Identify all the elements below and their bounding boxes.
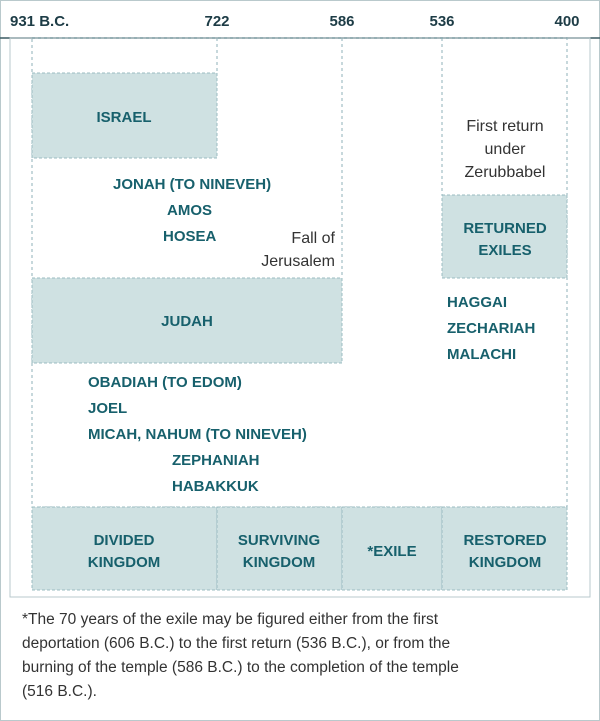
period-label: *EXILE — [367, 543, 416, 560]
prophet: ZECHARIAH — [447, 320, 535, 337]
period-box — [341, 506, 443, 591]
prophet: ZEPHANIAH — [172, 452, 260, 469]
year: 931 B.C. — [10, 13, 69, 30]
period-label: DIVIDED — [94, 532, 155, 549]
kingdom-label: RETURNED — [463, 220, 547, 237]
prophet: HABAKKUK — [172, 478, 259, 495]
year: 722 — [204, 13, 229, 30]
prophet: JONAH (TO NINEVEH) — [113, 176, 271, 193]
note: under — [485, 141, 527, 158]
prophet: HOSEA — [163, 228, 217, 245]
note: Zerubbabel — [465, 164, 546, 181]
footnote: deportation (606 B.C.) to the first retu… — [22, 635, 450, 652]
prophet: MALACHI — [447, 346, 516, 363]
year: 536 — [429, 13, 454, 30]
returned-exiles-box — [441, 194, 568, 279]
period-label: KINGDOM — [243, 554, 316, 571]
note: First return — [466, 118, 543, 135]
kingdom-label: JUDAH — [161, 313, 213, 330]
chart-area — [9, 37, 591, 598]
note: Fall of — [291, 230, 335, 247]
year: 586 — [329, 13, 354, 30]
prophet: HAGGAI — [447, 294, 507, 311]
footnote: burning of the temple (586 B.C.) to the … — [22, 659, 459, 676]
period-box — [216, 506, 343, 591]
period-box — [31, 506, 218, 591]
footnote: (516 B.C.). — [22, 683, 97, 700]
prophet: MICAH, NAHUM (TO NINEVEH) — [88, 426, 307, 443]
note: Jerusalem — [261, 253, 335, 270]
year: 400 — [554, 13, 579, 30]
period-box — [441, 506, 568, 591]
kingdom-label: ISRAEL — [96, 109, 151, 126]
prophet: JOEL — [88, 400, 127, 417]
period-label: KINGDOM — [88, 554, 161, 571]
period-label: SURVIVING — [238, 532, 320, 549]
period-label: RESTORED — [463, 532, 546, 549]
israel-box — [31, 72, 218, 159]
footnote: *The 70 years of the exile may be figure… — [22, 611, 439, 628]
kingdom-label: EXILES — [478, 242, 531, 259]
prophet: AMOS — [167, 202, 212, 219]
period-label: KINGDOM — [469, 554, 542, 571]
judah-box — [31, 277, 343, 364]
prophet: OBADIAH (TO EDOM) — [88, 374, 242, 391]
